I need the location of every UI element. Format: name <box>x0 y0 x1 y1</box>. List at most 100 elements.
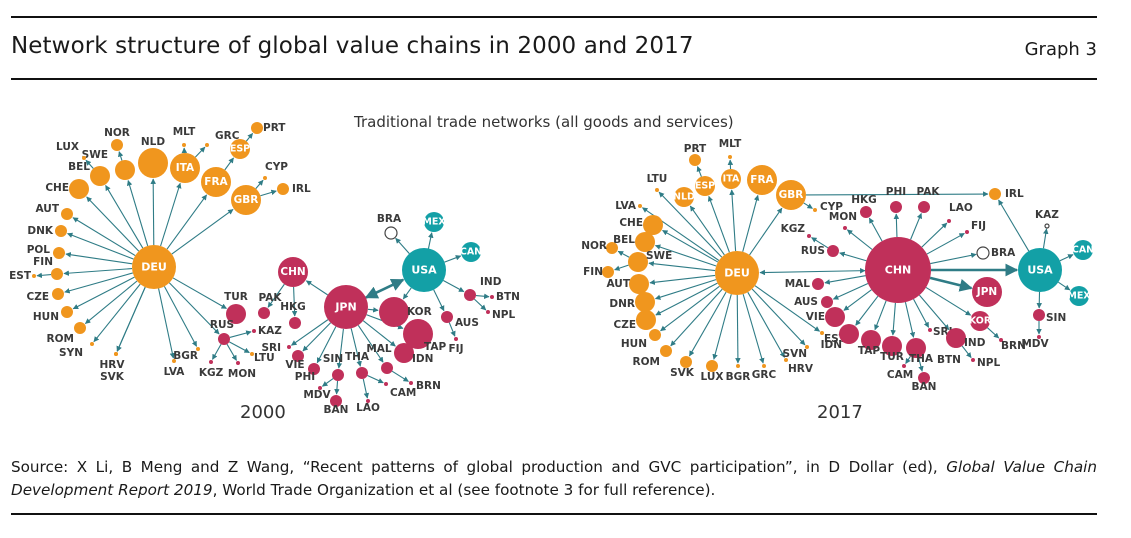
node-label-grc: GRC <box>752 369 777 381</box>
node-label-brn: BRN <box>416 380 441 392</box>
node-label-che: CHE <box>619 217 643 229</box>
edge-deu-ita <box>160 182 182 247</box>
node-lva <box>172 359 176 363</box>
node-label-ita: ITA <box>176 162 195 174</box>
edge-jpn-kor <box>367 307 379 313</box>
edge-jpn-sin <box>336 328 344 369</box>
node-cyp <box>263 176 267 180</box>
node-label-deu: DEU <box>141 261 167 274</box>
edge-gbr-irl <box>805 191 989 197</box>
node-label-tap: TAP <box>424 341 446 353</box>
node-fij <box>965 230 969 234</box>
node-nor <box>111 139 123 151</box>
node-label-mon: MON <box>228 368 256 380</box>
edge-chn-tur <box>890 302 896 336</box>
edge-usa-can <box>444 255 462 263</box>
node-label-hkg: HKG <box>280 301 306 313</box>
node-label-chn: CHN <box>885 264 912 277</box>
edge-jpn-chn <box>305 280 328 296</box>
edge-usa-bra <box>395 237 410 254</box>
node-label-che: CHE <box>45 182 69 194</box>
node-irl <box>277 183 289 195</box>
node-label-fij: FIJ <box>971 220 986 232</box>
node-dnk <box>55 225 67 237</box>
node-label-ind: IND <box>480 276 502 288</box>
node-label-lao: LAO <box>356 402 380 414</box>
edge-tha-ban <box>918 357 924 372</box>
node-label-gbr: GBR <box>234 194 259 206</box>
node-mal <box>812 278 824 290</box>
node-label-ban: BAN <box>324 404 349 416</box>
node-label-hrv: HRV <box>788 363 814 375</box>
node-label-mal: MAL <box>366 343 392 355</box>
edge-deu-ltu <box>658 191 723 258</box>
node-hkg <box>289 317 301 329</box>
node-pak <box>918 201 930 213</box>
node-prt <box>251 122 263 134</box>
edge-deu-rom <box>670 288 723 347</box>
node-fij <box>454 337 458 341</box>
node-label-jpn: JPN <box>334 301 356 314</box>
node-ltu <box>655 188 659 192</box>
node-cam <box>384 382 388 386</box>
edge-usa-kor <box>402 287 412 300</box>
node-label-phi: PHI <box>295 371 315 383</box>
node-syn <box>90 342 94 346</box>
edge-usa-can <box>1059 254 1074 262</box>
edge-deu-est <box>754 285 820 332</box>
edge-deu-bel <box>105 184 144 249</box>
edge-deu-fin <box>63 268 133 276</box>
edge-usa-mex <box>427 232 434 249</box>
node-bgr <box>196 347 200 351</box>
node-label-aus: AUS <box>455 317 479 329</box>
node-label-fra: FRA <box>204 176 228 188</box>
node-npl <box>971 358 975 362</box>
node-label-npl: NPL <box>977 357 1000 369</box>
edge-sin-ban <box>334 380 340 395</box>
node-label-nor: NOR <box>104 127 130 139</box>
node-nld <box>138 148 168 178</box>
edge-chn-mon <box>846 229 873 250</box>
node-label-phi: PHI <box>886 186 906 198</box>
node-label-rom: ROM <box>633 356 660 368</box>
node-lva <box>638 204 642 208</box>
node-label-prt: PRT <box>263 122 286 134</box>
node-tur <box>882 336 902 356</box>
node-label-cam: CAM <box>887 369 913 381</box>
node-phi <box>890 201 902 213</box>
node-mex <box>424 212 444 232</box>
node-label-usa: USA <box>411 264 437 277</box>
node-label-mlt: MLT <box>173 126 196 138</box>
edge-chn-tha <box>904 302 916 338</box>
header-rule <box>11 78 1097 80</box>
edge-deu-hrv <box>747 291 786 358</box>
node-svk <box>114 352 118 356</box>
node-bra <box>976 246 990 260</box>
node-label-svk: SVK <box>670 367 695 379</box>
edge-swe-nor <box>118 151 124 161</box>
edge-gbr-irl <box>260 189 277 197</box>
node-jpn <box>972 277 1002 307</box>
edge-usa-aus <box>433 289 445 312</box>
node-mlt <box>182 143 186 147</box>
edge-chn-fij <box>926 232 965 255</box>
edge-deu-nld <box>689 205 725 256</box>
edge-jpn-sri <box>291 319 329 346</box>
node-label-ita: ITA <box>723 174 740 185</box>
edge-deu-swe <box>126 180 149 247</box>
node-label-mlt: MLT <box>719 138 742 150</box>
node-label-rus: RUS <box>801 245 825 257</box>
edge-chn-pak <box>910 212 922 240</box>
node-pak <box>258 307 270 319</box>
node-che <box>643 215 663 235</box>
node-label-grc: GRC <box>215 130 240 142</box>
node-mlt <box>728 155 732 159</box>
node-kor <box>379 297 409 327</box>
edge-chn-hkg <box>291 286 298 317</box>
node-label-fra: FRA <box>750 174 774 186</box>
node-label-tap: TAP <box>858 345 880 357</box>
node-label-irl: IRL <box>292 183 311 195</box>
node-label-dnk: DNK <box>27 225 54 237</box>
node-label-mon: MON <box>829 211 857 223</box>
